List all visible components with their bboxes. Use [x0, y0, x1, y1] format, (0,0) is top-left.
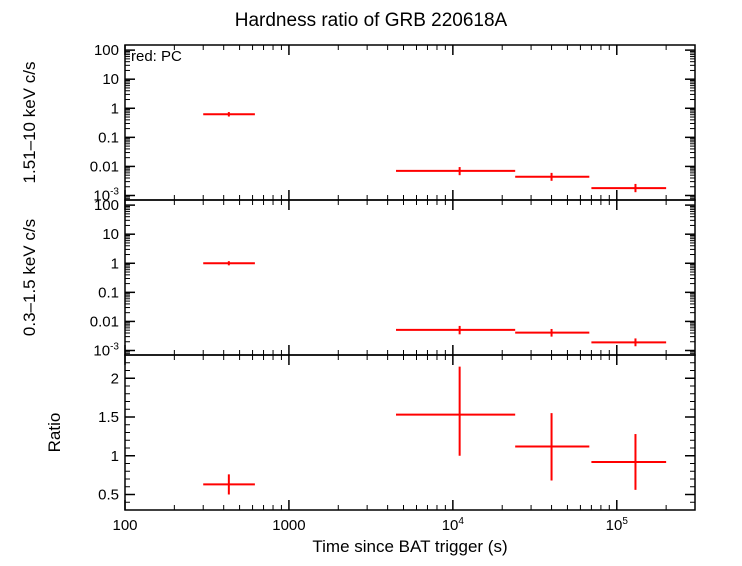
y-tick-label: 10 [102, 71, 119, 88]
y-tick-label: 0.1 [98, 284, 119, 301]
x-tick-label: 1000 [272, 517, 305, 534]
y-tick-label: 0.1 [98, 129, 119, 146]
x-axis-label: Time since BAT trigger (s) [312, 537, 507, 556]
y-tick-label: 100 [94, 42, 119, 59]
hardness-ratio-chart: Hardness ratio of GRB 220618Ared: PC10-3… [0, 0, 742, 566]
y-tick-label: 100 [94, 197, 119, 214]
y-axis-label: 0.3–1.5 keV c/s [20, 219, 39, 336]
y-axis-label: 1.51–10 keV c/s [20, 62, 39, 184]
y-tick-label: 0.01 [90, 158, 119, 175]
y-tick-label: 10 [102, 226, 119, 243]
chart-title: Hardness ratio of GRB 220618A [235, 10, 508, 31]
y-tick-label: 2 [111, 370, 119, 387]
y-tick-label: 1 [111, 448, 119, 465]
y-tick-label: 1 [111, 100, 119, 117]
legend-text: red: PC [131, 48, 182, 65]
y-tick-label: 1 [111, 255, 119, 272]
y-tick-label: 0.5 [98, 487, 119, 504]
y-axis-label: Ratio [45, 413, 64, 453]
y-tick-label: 0.01 [90, 313, 119, 330]
y-tick-label: 1.5 [98, 409, 119, 426]
x-tick-label: 100 [112, 517, 137, 534]
